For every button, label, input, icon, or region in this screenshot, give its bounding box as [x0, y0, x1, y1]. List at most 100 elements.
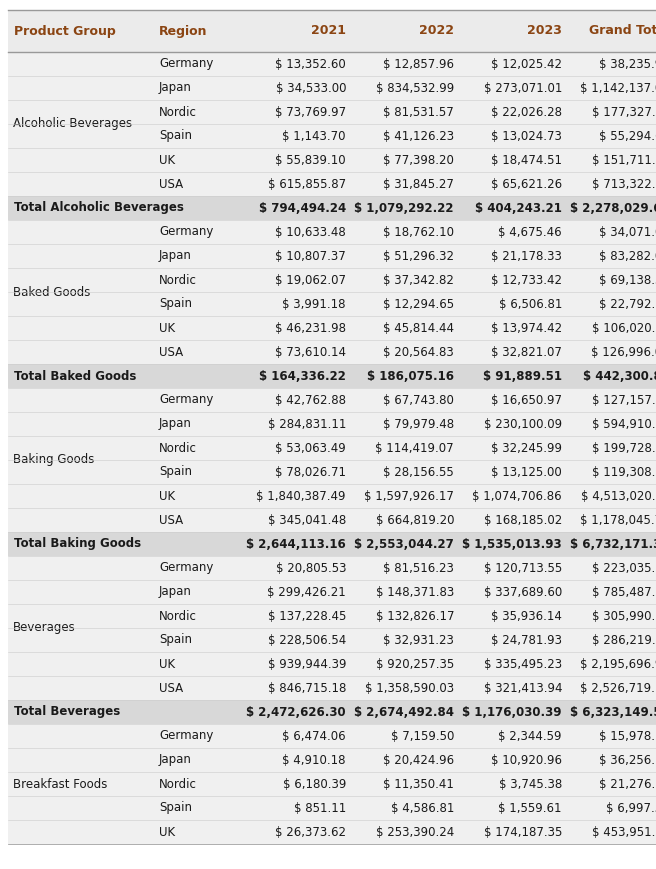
Text: $ 77,398.20: $ 77,398.20	[383, 154, 454, 167]
Text: $ 3,745.38: $ 3,745.38	[499, 778, 562, 791]
Text: $ 1,143.70: $ 1,143.70	[283, 129, 346, 143]
Text: $ 253,390.24: $ 253,390.24	[376, 826, 454, 839]
Text: $ 2,674,492.84: $ 2,674,492.84	[354, 706, 454, 719]
Text: $ 46,231.98: $ 46,231.98	[275, 322, 346, 335]
Text: $ 53,063.49: $ 53,063.49	[276, 441, 346, 454]
Text: $ 79,979.48: $ 79,979.48	[383, 417, 454, 430]
Text: $ 151,711.81: $ 151,711.81	[592, 154, 656, 167]
Text: Japan: Japan	[159, 586, 192, 599]
Text: $ 2,472,626.30: $ 2,472,626.30	[247, 706, 346, 719]
Text: $ 594,910.68: $ 594,910.68	[592, 417, 656, 430]
Bar	[8, 460, 656, 484]
Text: USA: USA	[159, 514, 183, 527]
Text: $ 335,495.23: $ 335,495.23	[484, 658, 562, 671]
Text: $ 1,358,590.03: $ 1,358,590.03	[365, 681, 454, 694]
Text: Baked Goods: Baked Goods	[13, 286, 91, 298]
Text: UK: UK	[159, 826, 175, 839]
Text: Nordic: Nordic	[159, 778, 197, 791]
Text: Spain: Spain	[159, 634, 192, 647]
Bar	[8, 724, 656, 748]
Text: $ 106,020.84: $ 106,020.84	[592, 322, 656, 335]
Text: $ 148,371.83: $ 148,371.83	[376, 586, 454, 599]
Text: Nordic: Nordic	[159, 609, 197, 622]
Text: USA: USA	[159, 177, 183, 190]
Text: $ 67,743.80: $ 67,743.80	[383, 394, 454, 407]
Text: Total Beverages: Total Beverages	[14, 706, 120, 719]
Text: Germany: Germany	[159, 57, 213, 70]
Bar	[8, 364, 656, 388]
Text: $ 6,732,171.36: $ 6,732,171.36	[571, 538, 656, 550]
Text: $ 55,839.10: $ 55,839.10	[276, 154, 346, 167]
Text: $ 38,235.98: $ 38,235.98	[600, 57, 656, 70]
Text: $ 12,733.42: $ 12,733.42	[491, 274, 562, 287]
Text: $ 4,910.18: $ 4,910.18	[283, 753, 346, 766]
Text: $ 10,807.37: $ 10,807.37	[276, 249, 346, 262]
Text: $ 20,805.53: $ 20,805.53	[276, 561, 346, 574]
Text: Germany: Germany	[159, 729, 213, 742]
Text: $ 3,991.18: $ 3,991.18	[283, 297, 346, 310]
Text: $ 13,352.60: $ 13,352.60	[276, 57, 346, 70]
Text: $ 404,243.21: $ 404,243.21	[475, 202, 562, 215]
Text: $ 1,079,292.22: $ 1,079,292.22	[354, 202, 454, 215]
Text: USA: USA	[159, 346, 183, 359]
Text: $ 32,821.07: $ 32,821.07	[491, 346, 562, 359]
Text: Grand Total: Grand Total	[589, 24, 656, 37]
Text: $ 78,026.71: $ 78,026.71	[275, 466, 346, 479]
Text: $ 81,516.23: $ 81,516.23	[383, 561, 454, 574]
Text: $ 273,071.01: $ 273,071.01	[483, 82, 562, 95]
Text: $ 2,553,044.27: $ 2,553,044.27	[354, 538, 454, 550]
Bar	[8, 52, 656, 76]
Text: UK: UK	[159, 489, 175, 502]
Text: $ 228,506.54: $ 228,506.54	[268, 634, 346, 647]
Bar	[8, 748, 656, 772]
Text: $ 177,327.82: $ 177,327.82	[592, 105, 656, 118]
Bar	[8, 412, 656, 436]
Bar	[8, 508, 656, 532]
Text: $ 21,276.18: $ 21,276.18	[599, 778, 656, 791]
Text: $ 284,831.11: $ 284,831.11	[268, 417, 346, 430]
Text: $ 45,814.44: $ 45,814.44	[383, 322, 454, 335]
Text: Nordic: Nordic	[159, 105, 197, 118]
Text: $ 345,041.48: $ 345,041.48	[268, 514, 346, 527]
Text: UK: UK	[159, 154, 175, 167]
Text: Germany: Germany	[159, 394, 213, 407]
Bar	[8, 484, 656, 508]
Text: Japan: Japan	[159, 753, 192, 766]
Text: 2021: 2021	[311, 24, 346, 37]
Text: $ 16,650.97: $ 16,650.97	[491, 394, 562, 407]
Text: $ 22,792.64: $ 22,792.64	[599, 297, 656, 310]
Text: Japan: Japan	[159, 249, 192, 262]
Text: $ 42,762.88: $ 42,762.88	[275, 394, 346, 407]
Text: $ 55,294.66: $ 55,294.66	[599, 129, 656, 143]
Text: $ 34,533.00: $ 34,533.00	[276, 82, 346, 95]
Text: Total Alcoholic Beverages: Total Alcoholic Beverages	[14, 202, 184, 215]
Text: $ 119,308.26: $ 119,308.26	[592, 466, 656, 479]
Text: $ 12,857.96: $ 12,857.96	[383, 57, 454, 70]
Text: 2022: 2022	[419, 24, 454, 37]
Text: $ 4,586.81: $ 4,586.81	[390, 801, 454, 814]
Text: Japan: Japan	[159, 417, 192, 430]
Text: $ 18,474.51: $ 18,474.51	[491, 154, 562, 167]
Text: $ 32,931.23: $ 32,931.23	[383, 634, 454, 647]
Text: $ 41,126.23: $ 41,126.23	[383, 129, 454, 143]
Text: $ 174,187.35: $ 174,187.35	[483, 826, 562, 839]
Text: $ 13,974.42: $ 13,974.42	[491, 322, 562, 335]
Text: $ 31,845.27: $ 31,845.27	[383, 177, 454, 190]
Bar	[8, 196, 656, 220]
Bar	[8, 436, 656, 460]
Text: $ 37,342.82: $ 37,342.82	[383, 274, 454, 287]
Text: $ 920,257.35: $ 920,257.35	[376, 658, 454, 671]
Text: Total Baking Goods: Total Baking Goods	[14, 538, 141, 550]
Text: $ 2,278,029.67: $ 2,278,029.67	[570, 202, 656, 215]
Bar	[8, 580, 656, 604]
Text: Spain: Spain	[159, 466, 192, 479]
Text: $ 299,426.21: $ 299,426.21	[267, 586, 346, 599]
Bar	[8, 532, 656, 556]
Text: $ 11,350.41: $ 11,350.41	[383, 778, 454, 791]
Text: $ 1,559.61: $ 1,559.61	[499, 801, 562, 814]
Bar	[8, 340, 656, 364]
Text: $ 7,159.50: $ 7,159.50	[390, 729, 454, 742]
Bar	[8, 316, 656, 340]
Text: $ 36,256.10: $ 36,256.10	[599, 753, 656, 766]
Text: $ 4,675.46: $ 4,675.46	[499, 225, 562, 238]
